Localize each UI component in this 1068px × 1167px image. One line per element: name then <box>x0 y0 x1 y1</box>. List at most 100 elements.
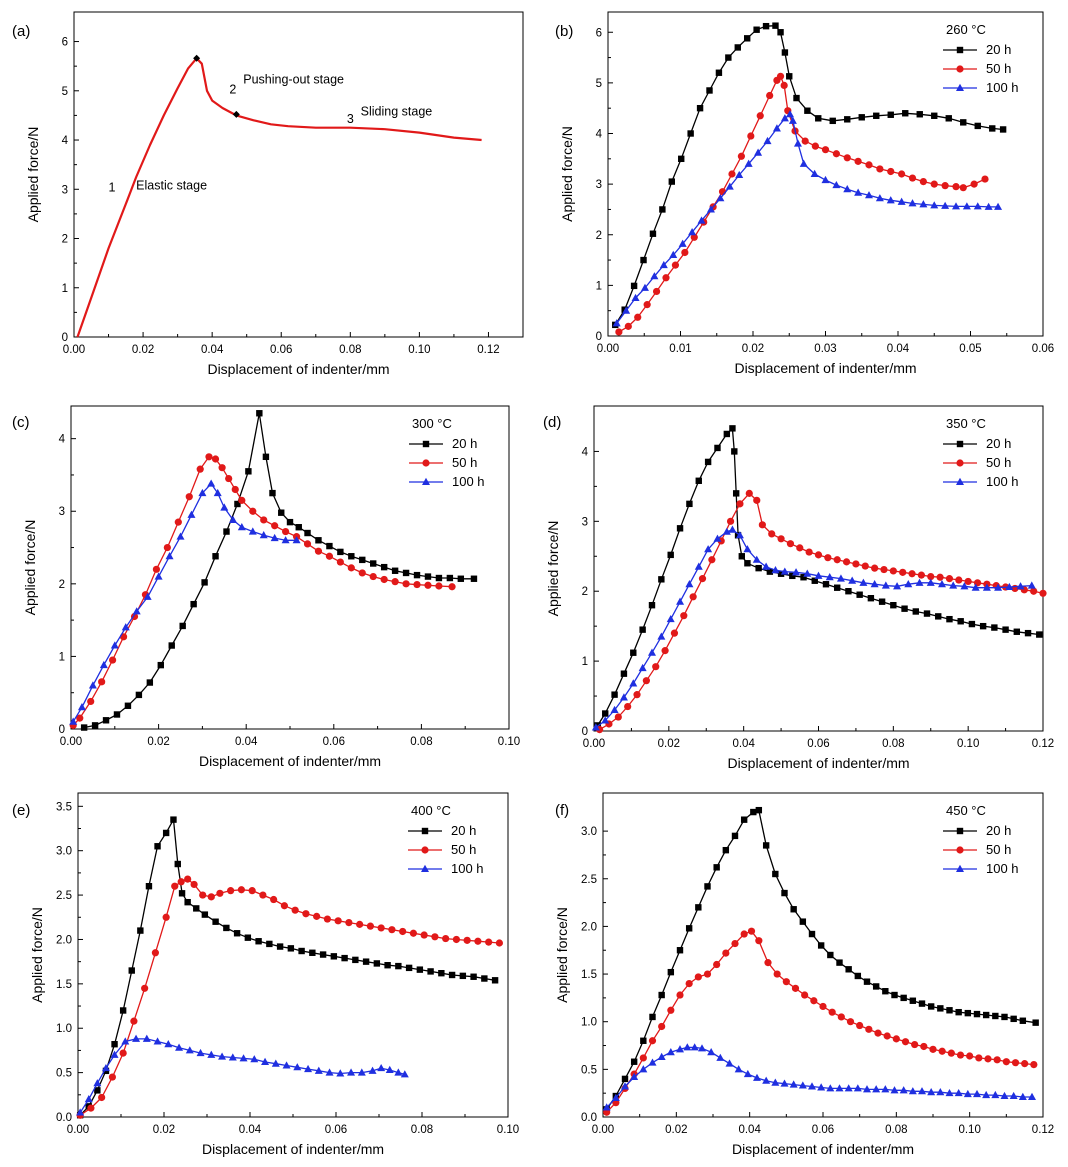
data-point <box>731 448 738 455</box>
data-point <box>814 551 823 559</box>
series-100-h <box>591 525 1036 731</box>
data-point <box>113 711 121 718</box>
annotation: Sliding stage <box>361 104 433 118</box>
data-point <box>248 887 256 895</box>
legend-swatch-marker <box>956 827 964 835</box>
series-100-h <box>76 1034 409 1116</box>
data-point <box>763 136 772 145</box>
data-point <box>303 540 312 548</box>
data-point <box>658 1022 666 1031</box>
y-tick-label: 5 <box>596 78 602 90</box>
data-point <box>87 697 95 706</box>
data-point <box>314 547 323 555</box>
data-point <box>735 170 744 179</box>
data-point <box>336 558 344 566</box>
data-point <box>298 947 305 955</box>
data-point <box>904 580 913 588</box>
data-point <box>88 681 97 689</box>
data-point <box>964 1009 972 1017</box>
series-line <box>79 1038 405 1113</box>
data-point <box>777 29 784 36</box>
x-tick-label: 0.06 <box>1032 343 1054 355</box>
data-point <box>982 583 991 591</box>
annotation: 1 <box>109 181 116 195</box>
data-point <box>945 115 952 122</box>
series-50-h <box>615 72 989 336</box>
data-point <box>109 656 117 664</box>
y-tick-label: 6 <box>596 27 602 39</box>
plot-frame <box>607 11 1044 337</box>
data-point <box>610 705 619 714</box>
data-point <box>740 816 748 823</box>
data-point <box>435 574 443 582</box>
data-point <box>190 600 197 608</box>
data-point <box>152 565 161 573</box>
data-point <box>897 197 906 205</box>
data-point <box>1001 1013 1008 1021</box>
y-tick-label: 3.0 <box>581 826 597 838</box>
data-point <box>670 629 679 637</box>
y-axis-label: Applied force/N <box>25 127 41 223</box>
data-point <box>448 971 456 979</box>
x-tick-label: 0.04 <box>887 343 910 355</box>
data-point <box>863 1085 871 1093</box>
data-point <box>968 620 976 628</box>
data-point <box>881 1085 890 1093</box>
data-point <box>927 1088 936 1096</box>
data-point <box>1021 1060 1029 1068</box>
data-point <box>1002 626 1009 633</box>
data-point <box>259 891 267 899</box>
data-point <box>260 516 268 524</box>
y-tick-label: 0.0 <box>56 1112 72 1124</box>
data-point <box>337 548 344 556</box>
data-point <box>1024 629 1032 637</box>
data-point <box>898 170 906 178</box>
data-point <box>923 610 931 617</box>
data-point <box>347 564 355 572</box>
legend-entry: 50 h <box>986 61 1011 76</box>
data-point <box>121 623 130 631</box>
data-point <box>611 691 618 698</box>
data-point <box>413 571 421 579</box>
data-point <box>780 1079 789 1087</box>
data-point <box>237 523 246 531</box>
data-point <box>949 581 958 589</box>
legend-swatch-marker <box>422 477 430 485</box>
data-point <box>902 110 909 117</box>
data-point <box>325 552 334 560</box>
y-tick-label: 0.5 <box>581 1064 597 1076</box>
y-tick-label: 1.5 <box>56 979 72 991</box>
data-point <box>713 534 722 542</box>
data-point <box>359 556 366 564</box>
data-point <box>280 902 288 910</box>
data-point <box>927 1003 935 1010</box>
data-point <box>229 515 238 523</box>
data-point <box>777 535 785 543</box>
data-point <box>121 1037 130 1045</box>
data-point <box>861 562 869 570</box>
data-point <box>99 660 108 669</box>
data-point <box>201 911 209 918</box>
x-tick-label: 0.01 <box>669 343 691 355</box>
data-point <box>142 1034 151 1042</box>
data-point <box>255 938 262 945</box>
data-point <box>740 930 748 938</box>
data-point <box>119 1049 127 1057</box>
data-point <box>211 455 220 463</box>
data-point <box>676 597 685 605</box>
y-tick-label: 4 <box>59 434 66 446</box>
data-point <box>621 1075 629 1083</box>
data-point <box>911 1040 919 1049</box>
x-tick-label: 0.03 <box>814 343 836 355</box>
x-axis-label: Displacement of indenter/mm <box>734 360 916 376</box>
data-point <box>973 1010 981 1018</box>
data-point <box>707 1048 716 1056</box>
data-point <box>657 632 666 640</box>
data-point <box>292 536 301 544</box>
data-point <box>234 500 241 508</box>
data-point <box>650 272 659 280</box>
data-point <box>808 1082 816 1090</box>
x-tick-label: 0.04 <box>738 1124 761 1136</box>
data-point <box>633 691 641 699</box>
